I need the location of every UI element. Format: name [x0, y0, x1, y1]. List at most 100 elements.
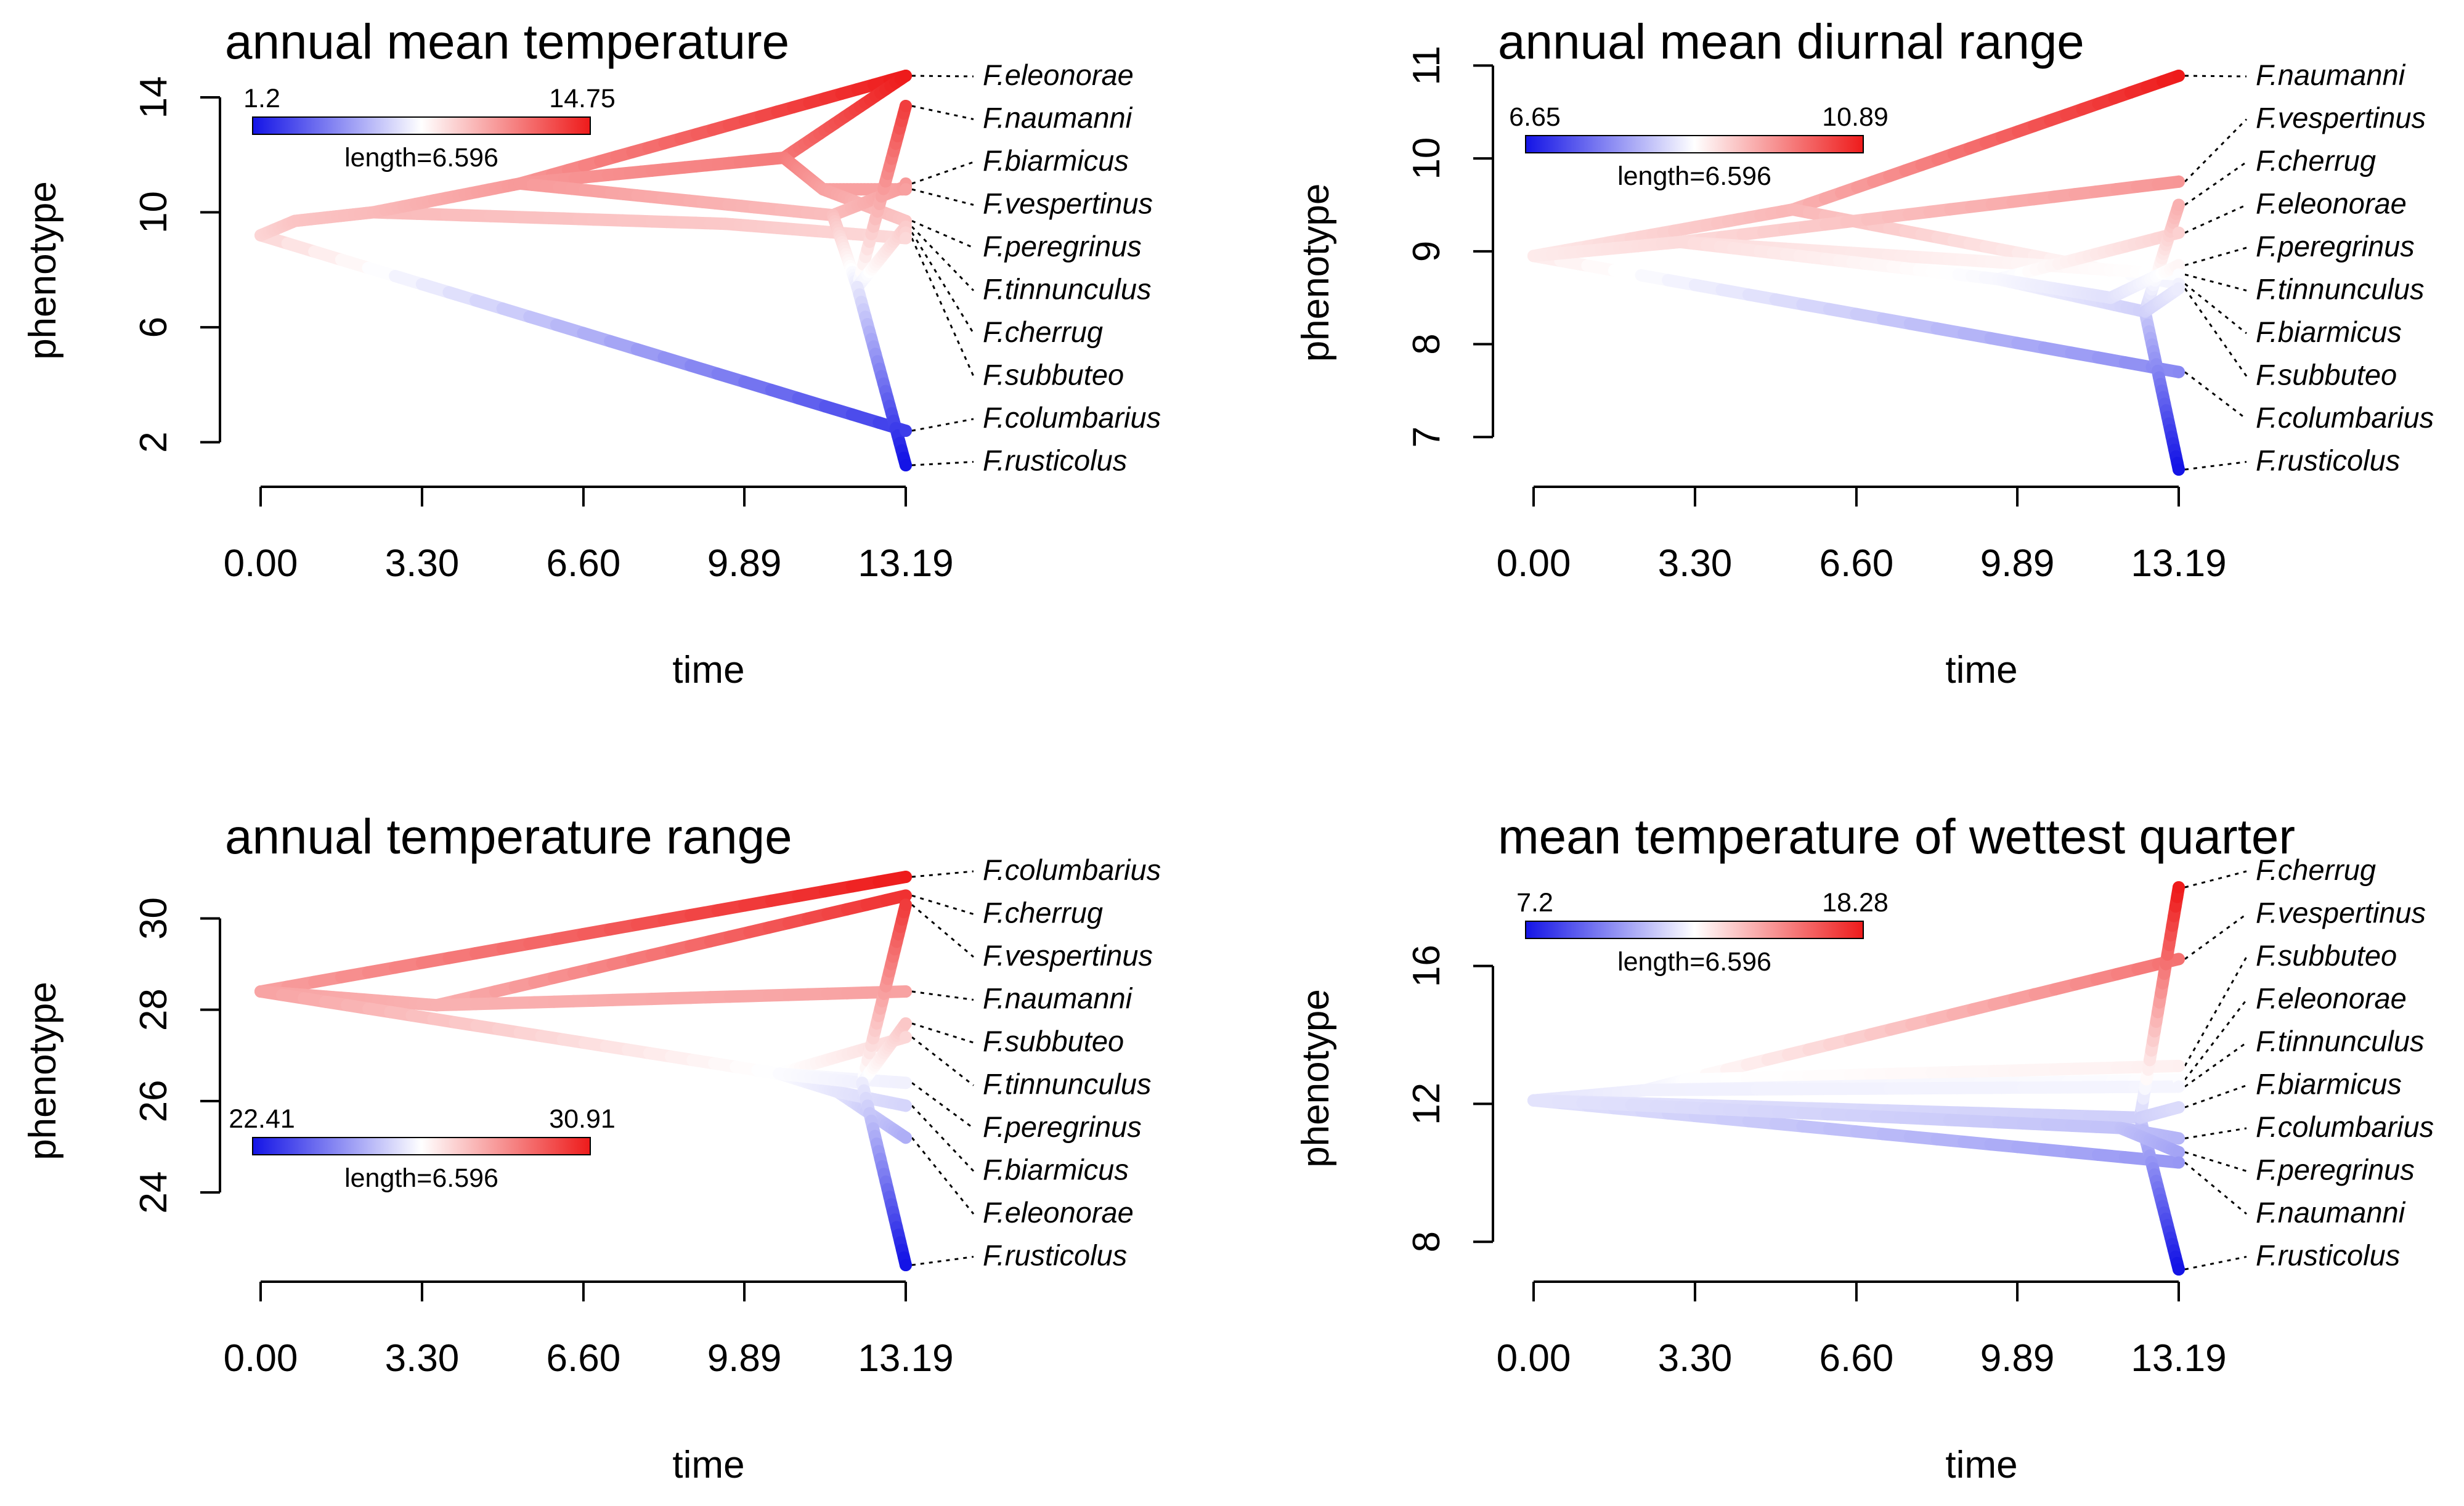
x-tick-label: 9.89	[707, 1337, 782, 1380]
x-tick-label: 13.19	[858, 1337, 953, 1380]
y-tick-label: 30	[132, 897, 175, 940]
y-tick-label: 8	[1405, 333, 1448, 354]
tip-label: F.rusticolus	[983, 444, 1127, 477]
tip-label: F.peregrinus	[2256, 230, 2415, 263]
branch	[856, 898, 912, 1089]
branch	[254, 206, 380, 242]
x-tick-label: 6.60	[547, 542, 621, 585]
tip-label: F.cherrug	[983, 315, 1103, 348]
branch	[1674, 235, 2005, 286]
x-tick-label: 0.00	[1497, 1337, 1571, 1380]
colorbar	[252, 1137, 591, 1155]
tip-node	[2173, 881, 2185, 893]
tip-label: F.peregrinus	[2256, 1154, 2415, 1186]
colorbar-legend: 1.2 14.75 length=6.596	[243, 84, 616, 173]
x-axis-label: time	[672, 649, 744, 691]
panel-2: annual mean diurnal range 7 8 9 10 11 phenotyp…	[1295, 14, 2434, 691]
tip-label: F.subbuteo	[2256, 939, 2397, 972]
tip-node	[2173, 175, 2185, 188]
panel-4: mean temperature of wettest quarter 8 12 16…	[1295, 809, 2434, 1486]
y-axis: 7 8 9 10 11 phenotype	[1295, 46, 1494, 447]
branch	[1527, 235, 1687, 263]
branches	[1527, 70, 2185, 476]
tip-node	[900, 889, 912, 902]
tip-leader-line	[2184, 1162, 2247, 1215]
tip-leader-line	[911, 1036, 974, 1086]
colorbar-min-label: 6.65	[1509, 102, 1561, 132]
tip-label: F.columbarius	[983, 853, 1161, 886]
branch	[430, 889, 912, 1012]
tip-leader-line	[2184, 283, 2247, 335]
tip-node	[900, 183, 912, 196]
tip-leader-line	[2184, 1151, 2247, 1172]
tip-leader-line	[911, 990, 974, 1001]
y-tick-label: 11	[1405, 46, 1448, 85]
x-axis: 0.00 3.30 6.60 9.89 13.19 time	[1497, 486, 2227, 691]
branch	[1527, 1094, 2127, 1134]
x-tick-label: 3.30	[1658, 542, 1733, 585]
colorbar-max-label: 18.28	[1822, 888, 1889, 918]
tip-node	[2173, 268, 2185, 281]
tip-label: F.rusticolus	[2256, 444, 2400, 477]
branch	[856, 1077, 912, 1271]
tip-node	[2173, 463, 2185, 476]
tip-label: F.vespertinus	[2256, 897, 2426, 929]
tip-leader-line	[911, 1137, 975, 1215]
tip-label: F.tinnunculus	[2256, 1025, 2425, 1057]
tip-label: F.tinnunculus	[2256, 273, 2425, 306]
tip-label: F.eleonorae	[983, 59, 1134, 91]
tip-node	[2173, 226, 2185, 239]
y-axis: 24 26 28 30 phenotype	[22, 897, 221, 1214]
x-tick-label: 0.00	[224, 542, 298, 585]
tip-leader-line	[2184, 161, 2247, 206]
tip-leader-line	[2184, 371, 2247, 420]
colorbar-max-label: 14.75	[549, 84, 616, 113]
tip-labels: F.eleonorae F.naumanni F.biarmicus F.vesper…	[900, 59, 1161, 477]
tip-leader-line	[2184, 118, 2248, 182]
x-tick-label: 3.30	[1658, 1337, 1733, 1380]
tip-node	[2173, 953, 2185, 966]
tip-leader-line	[2184, 913, 2247, 960]
y-axis-label: phenotype	[22, 181, 64, 360]
branch	[513, 151, 791, 190]
branch	[2139, 305, 2185, 476]
branch	[2134, 881, 2185, 1124]
y-tick-label: 26	[132, 1080, 175, 1122]
tip-label: F.cherrug	[983, 897, 1103, 929]
branches	[254, 871, 912, 1271]
y-tick-label: 24	[132, 1171, 175, 1214]
tip-node	[2173, 282, 2185, 295]
tip-leader-line	[911, 232, 975, 334]
tip-label: F.cherrug	[2256, 853, 2376, 886]
tip-label: F.peregrinus	[983, 1110, 1142, 1143]
tip-leader-line	[2184, 870, 2247, 889]
y-axis-label: phenotype	[1295, 184, 1337, 362]
y-axis: 8 12 16 phenotype	[1295, 945, 1494, 1252]
y-tick-label: 28	[132, 988, 175, 1031]
y-axis-label: phenotype	[1295, 989, 1337, 1168]
tip-leader-line	[2184, 288, 2248, 377]
tip-node	[900, 425, 912, 438]
tip-node	[2173, 1156, 2185, 1169]
branch	[2104, 259, 2185, 304]
tip-node	[900, 1017, 912, 1030]
x-tick-label: 6.60	[1820, 542, 1894, 585]
x-axis: 0.00 3.30 6.60 9.89 13.19 time	[224, 1280, 954, 1486]
colorbar-max-label: 30.91	[549, 1104, 616, 1134]
x-axis-label: time	[1945, 649, 2017, 691]
tip-label: F.tinnunculus	[983, 1068, 1152, 1101]
x-tick-label: 3.30	[385, 542, 460, 585]
tip-label: F.naumanni	[983, 982, 1133, 1015]
tip-label: F.rusticolus	[2256, 1239, 2400, 1272]
tip-leader-line	[911, 1105, 975, 1172]
branch	[778, 151, 829, 196]
tip-node	[900, 99, 912, 112]
x-axis: 0.00 3.30 6.60 9.89 13.19 time	[1497, 1280, 2227, 1486]
chart-title: annual temperature range	[225, 809, 792, 864]
x-tick-label: 6.60	[1820, 1337, 1894, 1380]
x-tick-label: 0.00	[1497, 542, 1571, 585]
tip-leader-line	[2184, 956, 2248, 1067]
branches	[1527, 881, 2185, 1276]
tip-label: F.vespertinus	[2256, 102, 2426, 134]
tip-node	[2173, 198, 2185, 211]
